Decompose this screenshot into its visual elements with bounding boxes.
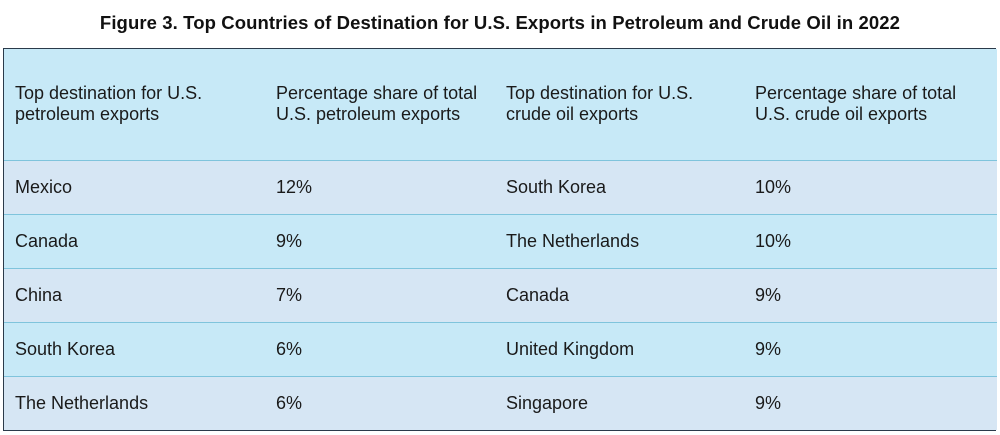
table-row: South Korea 6% United Kingdom 9% (4, 322, 997, 377)
crude-destination-cell: United Kingdom (495, 322, 744, 377)
crude-destination-cell: South Korea (495, 160, 744, 215)
exports-table: Top destination for U.S. petroleum expor… (4, 49, 997, 430)
exports-table-container: Top destination for U.S. petroleum expor… (3, 48, 997, 431)
petroleum-destination-cell: Mexico (4, 160, 265, 215)
crude-destination-cell: The Netherlands (495, 214, 744, 269)
header-petroleum-destination: Top destination for U.S. petroleum expor… (4, 49, 265, 161)
petroleum-share-cell: 9% (265, 214, 495, 269)
petroleum-destination-cell: China (4, 268, 265, 323)
crude-share-cell: 10% (744, 214, 997, 269)
header-crude-destination: Top destination for U.S. crude oil expor… (495, 49, 744, 161)
table-row: Mexico 12% South Korea 10% (4, 160, 997, 215)
table-row: Canada 9% The Netherlands 10% (4, 214, 997, 269)
crude-share-cell: 9% (755, 392, 782, 413)
crude-destination-cell: Singapore (506, 392, 589, 413)
petroleum-share-cell: 7% (265, 268, 495, 323)
petroleum-share-cell: 6% (276, 392, 303, 413)
table-row: China 7% Canada 9% (4, 268, 997, 323)
crude-destination-cell: Canada (495, 268, 744, 323)
table-header-row: Top destination for U.S. petroleum expor… (4, 49, 997, 161)
header-petroleum-share: Percentage share of total U.S. petroleum… (265, 49, 495, 161)
petroleum-destination-cell: South Korea (4, 322, 265, 377)
header-crude-share: Percentage share of total U.S. crude oil… (744, 49, 997, 161)
petroleum-share-cell: 6% (265, 322, 495, 377)
crude-share-cell: 9% (744, 268, 997, 323)
petroleum-destination-cell: Canada (4, 214, 265, 269)
crude-share-cell: 9% (744, 322, 997, 377)
table-row: The Netherlands 6% Singapore 9% (4, 376, 997, 430)
figure-title: Figure 3. Top Countries of Destination f… (99, 12, 901, 33)
petroleum-destination-cell: The Netherlands (15, 392, 149, 413)
crude-share-cell: 10% (744, 160, 997, 215)
petroleum-share-cell: 12% (265, 160, 495, 215)
